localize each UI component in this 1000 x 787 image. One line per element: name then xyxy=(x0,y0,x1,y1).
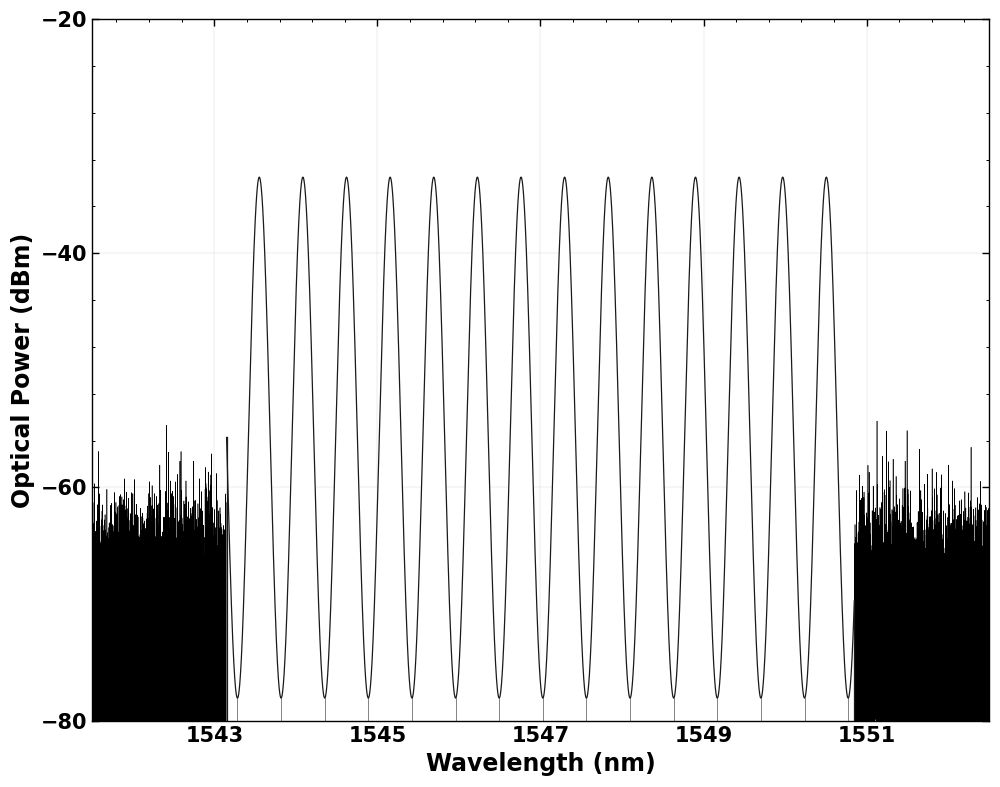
X-axis label: Wavelength (nm): Wavelength (nm) xyxy=(426,752,655,776)
Y-axis label: Optical Power (dBm): Optical Power (dBm) xyxy=(11,233,35,508)
